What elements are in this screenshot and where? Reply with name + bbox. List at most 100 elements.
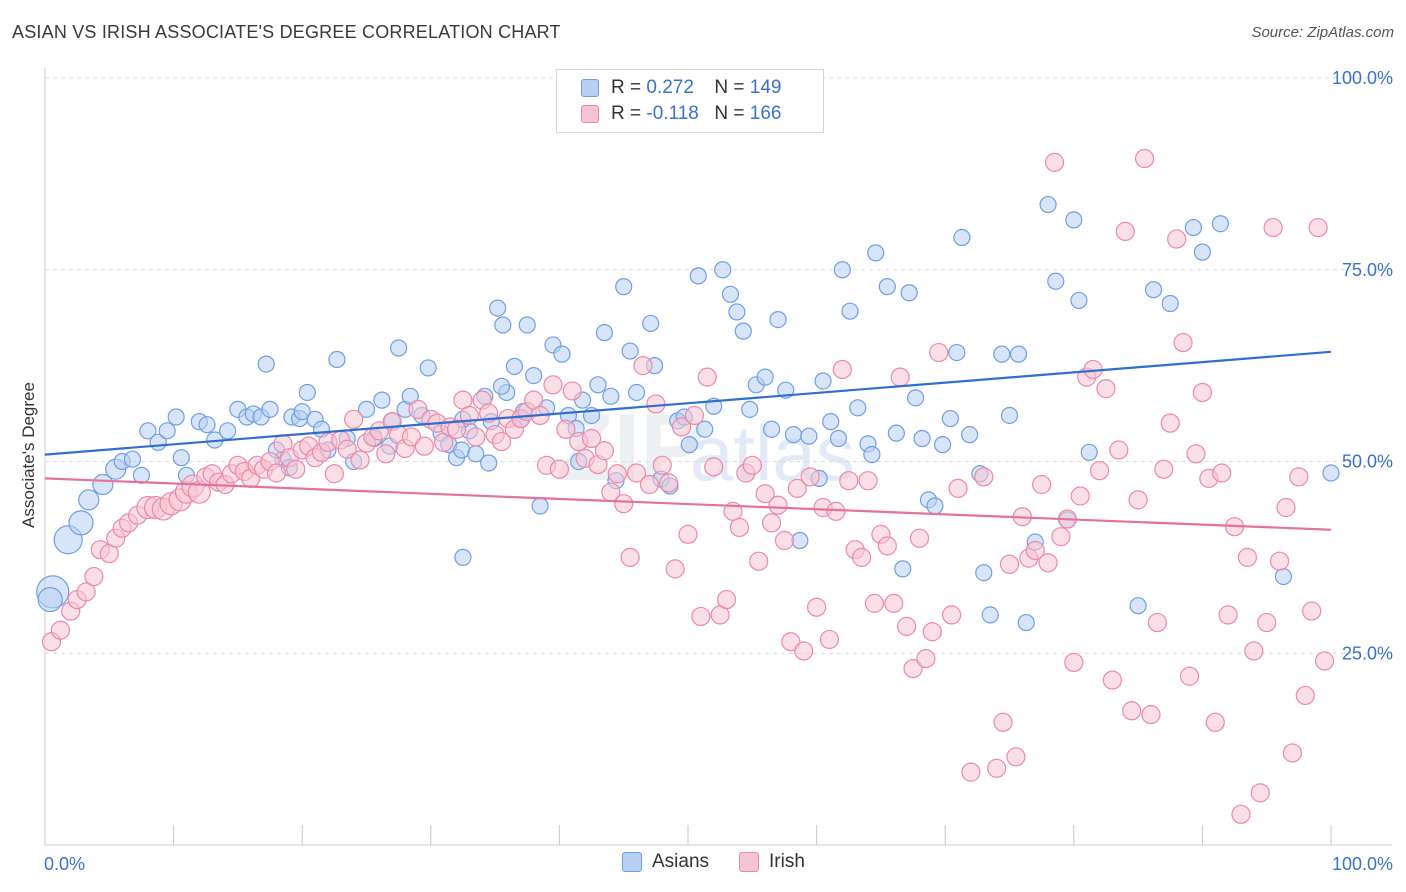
legend-item-irish[interactable]: Irish bbox=[739, 851, 805, 873]
irish-point-87 bbox=[626, 463, 647, 483]
irish-point-185 bbox=[1282, 743, 1303, 763]
irish-point-152 bbox=[1070, 486, 1090, 506]
irish-point-141 bbox=[999, 554, 1020, 574]
asians-point-42 bbox=[390, 339, 408, 357]
irish-point-59 bbox=[446, 419, 467, 439]
irish-point-98 bbox=[697, 367, 717, 387]
asians-point-115 bbox=[913, 429, 931, 448]
asians-point-118 bbox=[934, 436, 952, 454]
asians-point-139 bbox=[1161, 294, 1179, 313]
irish-point-132 bbox=[916, 649, 936, 669]
y-tick-label-0: 25.0% bbox=[1342, 643, 1393, 663]
irish-point-82 bbox=[594, 441, 615, 461]
irish-point-91 bbox=[652, 455, 672, 475]
asians-point-76 bbox=[627, 383, 646, 402]
asians-point-94 bbox=[762, 420, 781, 438]
asians-point-50 bbox=[453, 441, 471, 459]
irish-point-92 bbox=[659, 473, 679, 493]
asians-point-128 bbox=[1009, 345, 1028, 363]
irish-point-173 bbox=[1205, 712, 1225, 732]
asians-point-131 bbox=[1039, 195, 1057, 214]
asians-swatch bbox=[581, 79, 599, 97]
asians-point-102 bbox=[822, 413, 840, 431]
asians-point-25 bbox=[261, 400, 279, 418]
asians-point-3 bbox=[68, 510, 94, 536]
asians-point-119 bbox=[941, 409, 959, 428]
asians-point-124 bbox=[975, 564, 993, 582]
irish-point-62 bbox=[466, 427, 486, 447]
irish-point-167 bbox=[1167, 229, 1187, 249]
irish-point-179 bbox=[1244, 641, 1264, 661]
x-tick-label-min: 0.0% bbox=[44, 854, 85, 874]
irish-point-80 bbox=[581, 428, 602, 449]
irish-point-181 bbox=[1257, 612, 1277, 633]
irish-point-186 bbox=[1289, 467, 1309, 487]
irish-point-174 bbox=[1212, 463, 1232, 483]
y-tick-label-3: 100.0% bbox=[1332, 68, 1393, 88]
irish-point-149 bbox=[1051, 527, 1071, 547]
legend-row-asians: R = 0.272 N = 149 bbox=[581, 75, 781, 101]
asians-point-46 bbox=[419, 359, 437, 377]
irish-point-156 bbox=[1096, 379, 1116, 399]
asians-point-114 bbox=[907, 389, 925, 407]
asians-point-35 bbox=[328, 350, 346, 369]
irish-point-147 bbox=[1038, 553, 1058, 573]
irish-point-113 bbox=[794, 641, 814, 661]
irish-point-107 bbox=[755, 484, 775, 504]
legend-item-asians[interactable]: Asians bbox=[622, 851, 709, 873]
irish-point-148 bbox=[1044, 152, 1065, 172]
chart-title: ASIAN VS IRISH ASSOCIATE'S DEGREE CORREL… bbox=[12, 22, 561, 42]
asians-point-113 bbox=[900, 284, 918, 302]
irish-point-178 bbox=[1237, 547, 1258, 567]
irish-point-182 bbox=[1263, 217, 1283, 238]
irish-point-126 bbox=[877, 536, 897, 556]
irish-point-139 bbox=[987, 758, 1007, 778]
irish-point-5 bbox=[84, 566, 104, 587]
asians-point-90 bbox=[734, 322, 752, 340]
irish-point-133 bbox=[922, 622, 942, 642]
axes bbox=[44, 68, 1392, 846]
irish-point-89 bbox=[639, 474, 660, 495]
irish-point-145 bbox=[1025, 540, 1045, 561]
asians-point-138 bbox=[1144, 281, 1163, 299]
irish-point-188 bbox=[1302, 601, 1322, 621]
irish-n-label: N = bbox=[714, 103, 745, 124]
irish-point-162 bbox=[1134, 148, 1155, 169]
irish-point-40 bbox=[324, 464, 344, 484]
asians-point-74 bbox=[615, 278, 633, 296]
asians-point-140 bbox=[1184, 218, 1202, 237]
asians-point-95 bbox=[769, 311, 787, 329]
irish-point-164 bbox=[1147, 612, 1167, 633]
asians-point-60 bbox=[518, 316, 536, 334]
asians-point-103 bbox=[829, 429, 848, 448]
asians-point-56 bbox=[494, 316, 512, 334]
asians-point-117 bbox=[926, 497, 944, 515]
irish-point-97 bbox=[691, 606, 711, 627]
irish-point-146 bbox=[1032, 474, 1052, 495]
irish-point-166 bbox=[1160, 413, 1180, 433]
irish-point-88 bbox=[633, 356, 653, 376]
asians-point-83 bbox=[680, 436, 698, 454]
asians-point-1 bbox=[37, 586, 63, 613]
asians-point-121 bbox=[953, 228, 971, 247]
asians-point-106 bbox=[849, 399, 867, 417]
asians-point-17 bbox=[198, 416, 216, 434]
irish-point-31 bbox=[266, 463, 287, 483]
asians-point-12 bbox=[158, 422, 176, 440]
irish-point-190 bbox=[1314, 651, 1335, 671]
irish-point-74 bbox=[543, 375, 563, 395]
asians-legend-swatch bbox=[622, 852, 642, 872]
irish-point-109 bbox=[768, 495, 788, 515]
asians-point-129 bbox=[1017, 613, 1035, 632]
irish-point-114 bbox=[800, 467, 820, 487]
y-axis-label: Associate's Degree bbox=[19, 382, 38, 528]
asians-n-value: 149 bbox=[749, 77, 782, 98]
asians-point-65 bbox=[553, 345, 571, 363]
asians-point-85 bbox=[696, 420, 714, 438]
irish-point-157 bbox=[1102, 670, 1122, 690]
irish-point-101 bbox=[716, 589, 737, 610]
asians-point-101 bbox=[814, 372, 832, 390]
irish-point-171 bbox=[1192, 382, 1213, 403]
irish-point-140 bbox=[993, 712, 1013, 732]
